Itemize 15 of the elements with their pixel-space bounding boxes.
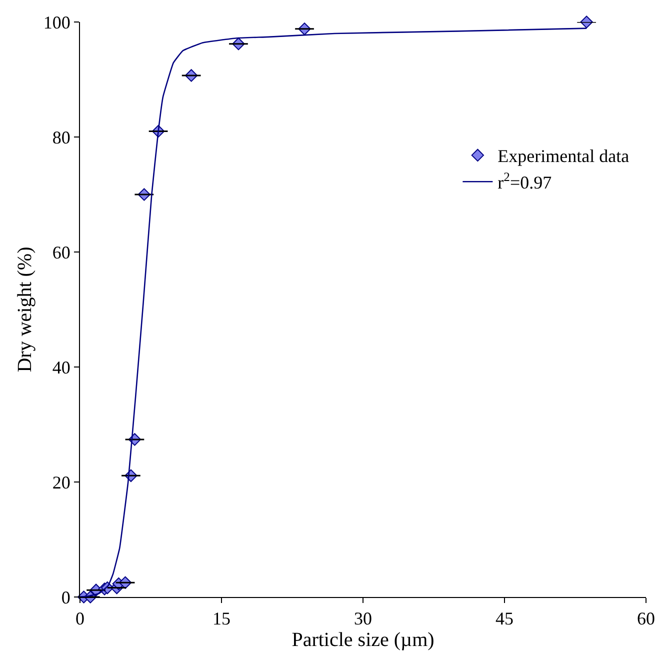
y-tick-label: 80 [52, 127, 70, 148]
legend-label: Experimental data [498, 146, 630, 166]
x-axis-title: Particle size (µm) [292, 629, 434, 652]
y-tick-label: 60 [52, 242, 70, 262]
x-tick-label: 0 [76, 608, 84, 629]
x-tick-label: 30 [354, 608, 372, 629]
y-tick-label: 100 [43, 12, 70, 32]
x-tick-label: 60 [637, 608, 655, 629]
x-tick-label: 45 [496, 608, 514, 629]
y-tick-label: 40 [52, 357, 70, 378]
legend-label: r$^{2}$=0.97 [498, 170, 552, 193]
y-tick-label: 0 [61, 587, 70, 608]
y-tick-label: 20 [52, 472, 70, 492]
y-axis-title: Dry weight (%) [14, 246, 36, 372]
x-tick-label: 15 [212, 608, 230, 629]
